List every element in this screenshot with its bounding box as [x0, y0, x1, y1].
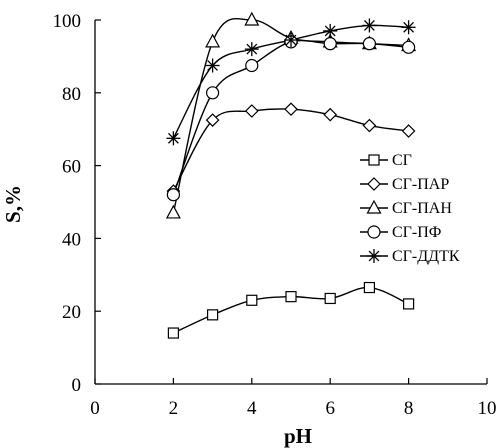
legend-marker: [366, 199, 382, 214]
legend-marker: [367, 225, 381, 239]
x-tick-label: 6: [325, 398, 335, 419]
data-point: [402, 40, 416, 54]
data-point: [246, 294, 258, 306]
star-stroke: [285, 34, 297, 46]
data-point: [403, 298, 415, 310]
x-tick-label: 0: [90, 398, 100, 419]
series-markers: [165, 11, 417, 339]
data-point: [363, 281, 375, 294]
star-stroke: [207, 60, 219, 71]
data-point: [206, 86, 220, 100]
data-point: [244, 104, 259, 118]
data-point: [244, 11, 260, 26]
data-point: [244, 42, 259, 57]
y-tick-label: 100: [53, 11, 82, 32]
legend: СГ СГ-ПАР СГ-ПАН СГ-ПФ СГ-ДДТК: [360, 152, 460, 265]
data-point: [166, 188, 180, 202]
data-point: [362, 18, 377, 33]
legend-label: СГ: [392, 152, 412, 169]
y-tick-label: 60: [62, 157, 81, 178]
data-point: [401, 20, 416, 35]
legend-label: СГ-ПФ: [392, 224, 441, 241]
legend-marker: [368, 154, 380, 166]
y-tick-label: 80: [62, 84, 81, 105]
x-tick-label: 2: [169, 398, 179, 419]
data-point: [284, 102, 298, 117]
y-tick-label: 0: [72, 375, 82, 396]
star-stroke: [246, 43, 258, 55]
x-tick-label: 8: [404, 398, 414, 419]
legend-marker: [367, 249, 381, 263]
legend-label: СГ-ПАР: [392, 176, 449, 193]
data-point: [362, 118, 377, 133]
data-point: [284, 33, 298, 48]
star-stroke: [363, 20, 375, 31]
legend-label: СГ-ПАН: [392, 200, 452, 217]
data-point: [167, 327, 179, 339]
data-point: [323, 37, 337, 51]
x-axis-title: pH: [284, 424, 312, 448]
star-stroke: [167, 132, 179, 144]
y-axis-title: S,%: [1, 185, 25, 223]
data-point: [285, 291, 297, 303]
x-tick-label: 4: [247, 398, 257, 419]
axes: [94, 19, 488, 385]
star-stroke: [324, 25, 336, 37]
data-point: [323, 107, 338, 122]
data-point: [205, 113, 220, 127]
data-point: [205, 58, 220, 73]
legend-marker: [367, 177, 381, 191]
data-point: [165, 204, 181, 219]
x-tick-label: 10: [478, 398, 497, 419]
data-point: [245, 58, 259, 73]
y-tick-label: 40: [62, 229, 81, 250]
data-point: [166, 131, 181, 146]
data-point: [205, 33, 221, 48]
data-point: [362, 37, 376, 51]
data-point: [324, 292, 336, 305]
data-point: [401, 124, 416, 138]
star-stroke: [403, 21, 415, 33]
star-stroke: [368, 250, 380, 262]
y-tick-label: 20: [62, 302, 81, 323]
tick-labels: 0 20 40 60 80 100 0 2 4 6 8 10: [53, 11, 497, 419]
data-point: [323, 23, 338, 38]
legend-label: СГ-ДДТК: [392, 248, 460, 265]
data-point: [207, 309, 219, 321]
